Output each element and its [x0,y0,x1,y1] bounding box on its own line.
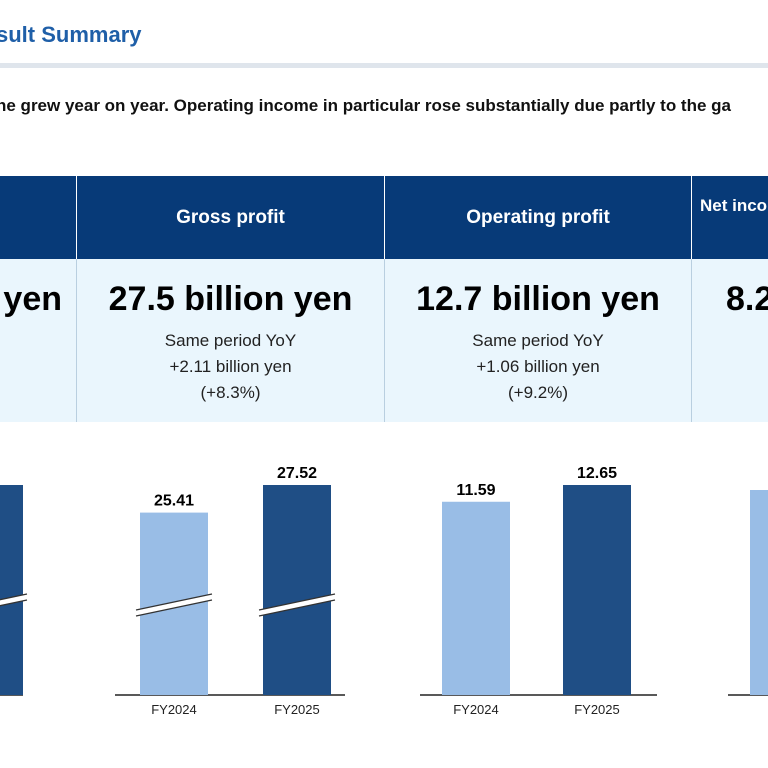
metric-card-sales: yen [0,176,76,422]
metric-card-gross-profit: Gross profit 27.5 billion yen Same perio… [77,176,384,422]
column-divider [691,259,692,422]
bar-value-label: 11.59 [456,482,495,499]
bar-fy2025 [563,485,631,695]
x-tick-label: FY2025 [574,702,620,717]
metric-value: 12.7 billion yen [416,280,660,318]
metric-value: 27.5 billion yen [108,280,353,318]
yoy-amount: +2.11 billion yen [169,357,292,376]
bar-fy2024 [442,501,510,695]
axis-break-mark [258,593,336,611]
title-divider [0,63,768,68]
metric-card-operating-profit: Operating profit 12.7 billion yen Same p… [385,176,691,422]
bar-value-label: 12.65 [577,465,617,482]
metric-body: 8.2 [692,259,768,422]
bar-value-label: 27.52 [277,465,317,482]
yoy-label: Same period YoY [472,331,604,350]
metric-header: Net inco [692,176,768,259]
x-tick-label: FY2025 [274,702,320,717]
metric-value: 8.2 [726,280,768,318]
yoy-amount: +1.06 billion yen [476,357,600,376]
metric-header: Gross profit [77,176,384,259]
bar-fy2025 [0,485,23,695]
axis-break-gap [136,594,212,616]
axis-break-mark [135,599,213,617]
column-divider [76,259,77,422]
yoy-percent: (+8.3%) [200,383,261,402]
axis-break-mark [258,599,336,617]
axis-break-mark [0,599,28,607]
x-tick-label: FY2024 [453,702,499,717]
bar-fy2025 [263,485,331,695]
axis-break-mark [0,593,28,601]
column-divider [384,259,385,422]
bar-value-label: 25.41 [154,493,194,510]
x-tick-label: FY2024 [151,702,197,717]
metric-value: yen [3,280,62,318]
bar-charts: 832525.41FY202427.52FY202511.59FY202412.… [0,465,768,717]
axis-break-gap [0,594,27,606]
metric-body: 27.5 billion yen Same period YoY +2.11 b… [77,259,384,422]
bar-fy2024 [750,490,768,695]
axis-break-gap [259,594,335,616]
metric-body: yen [0,259,76,422]
metric-header: Operating profit [385,176,691,259]
yoy-label: Same period YoY [164,331,297,350]
page-title: sult Summary [0,22,142,47]
metric-header [0,176,76,259]
metric-body: 12.7 billion yen Same period YoY +1.06 b… [385,259,691,422]
metric-card-net-income: Net inco 8.2 [692,176,768,422]
axis-break-mark [135,593,213,611]
summary-text: he grew year on year. Operating income i… [0,96,731,115]
yoy-percent: (+9.2%) [508,383,568,402]
